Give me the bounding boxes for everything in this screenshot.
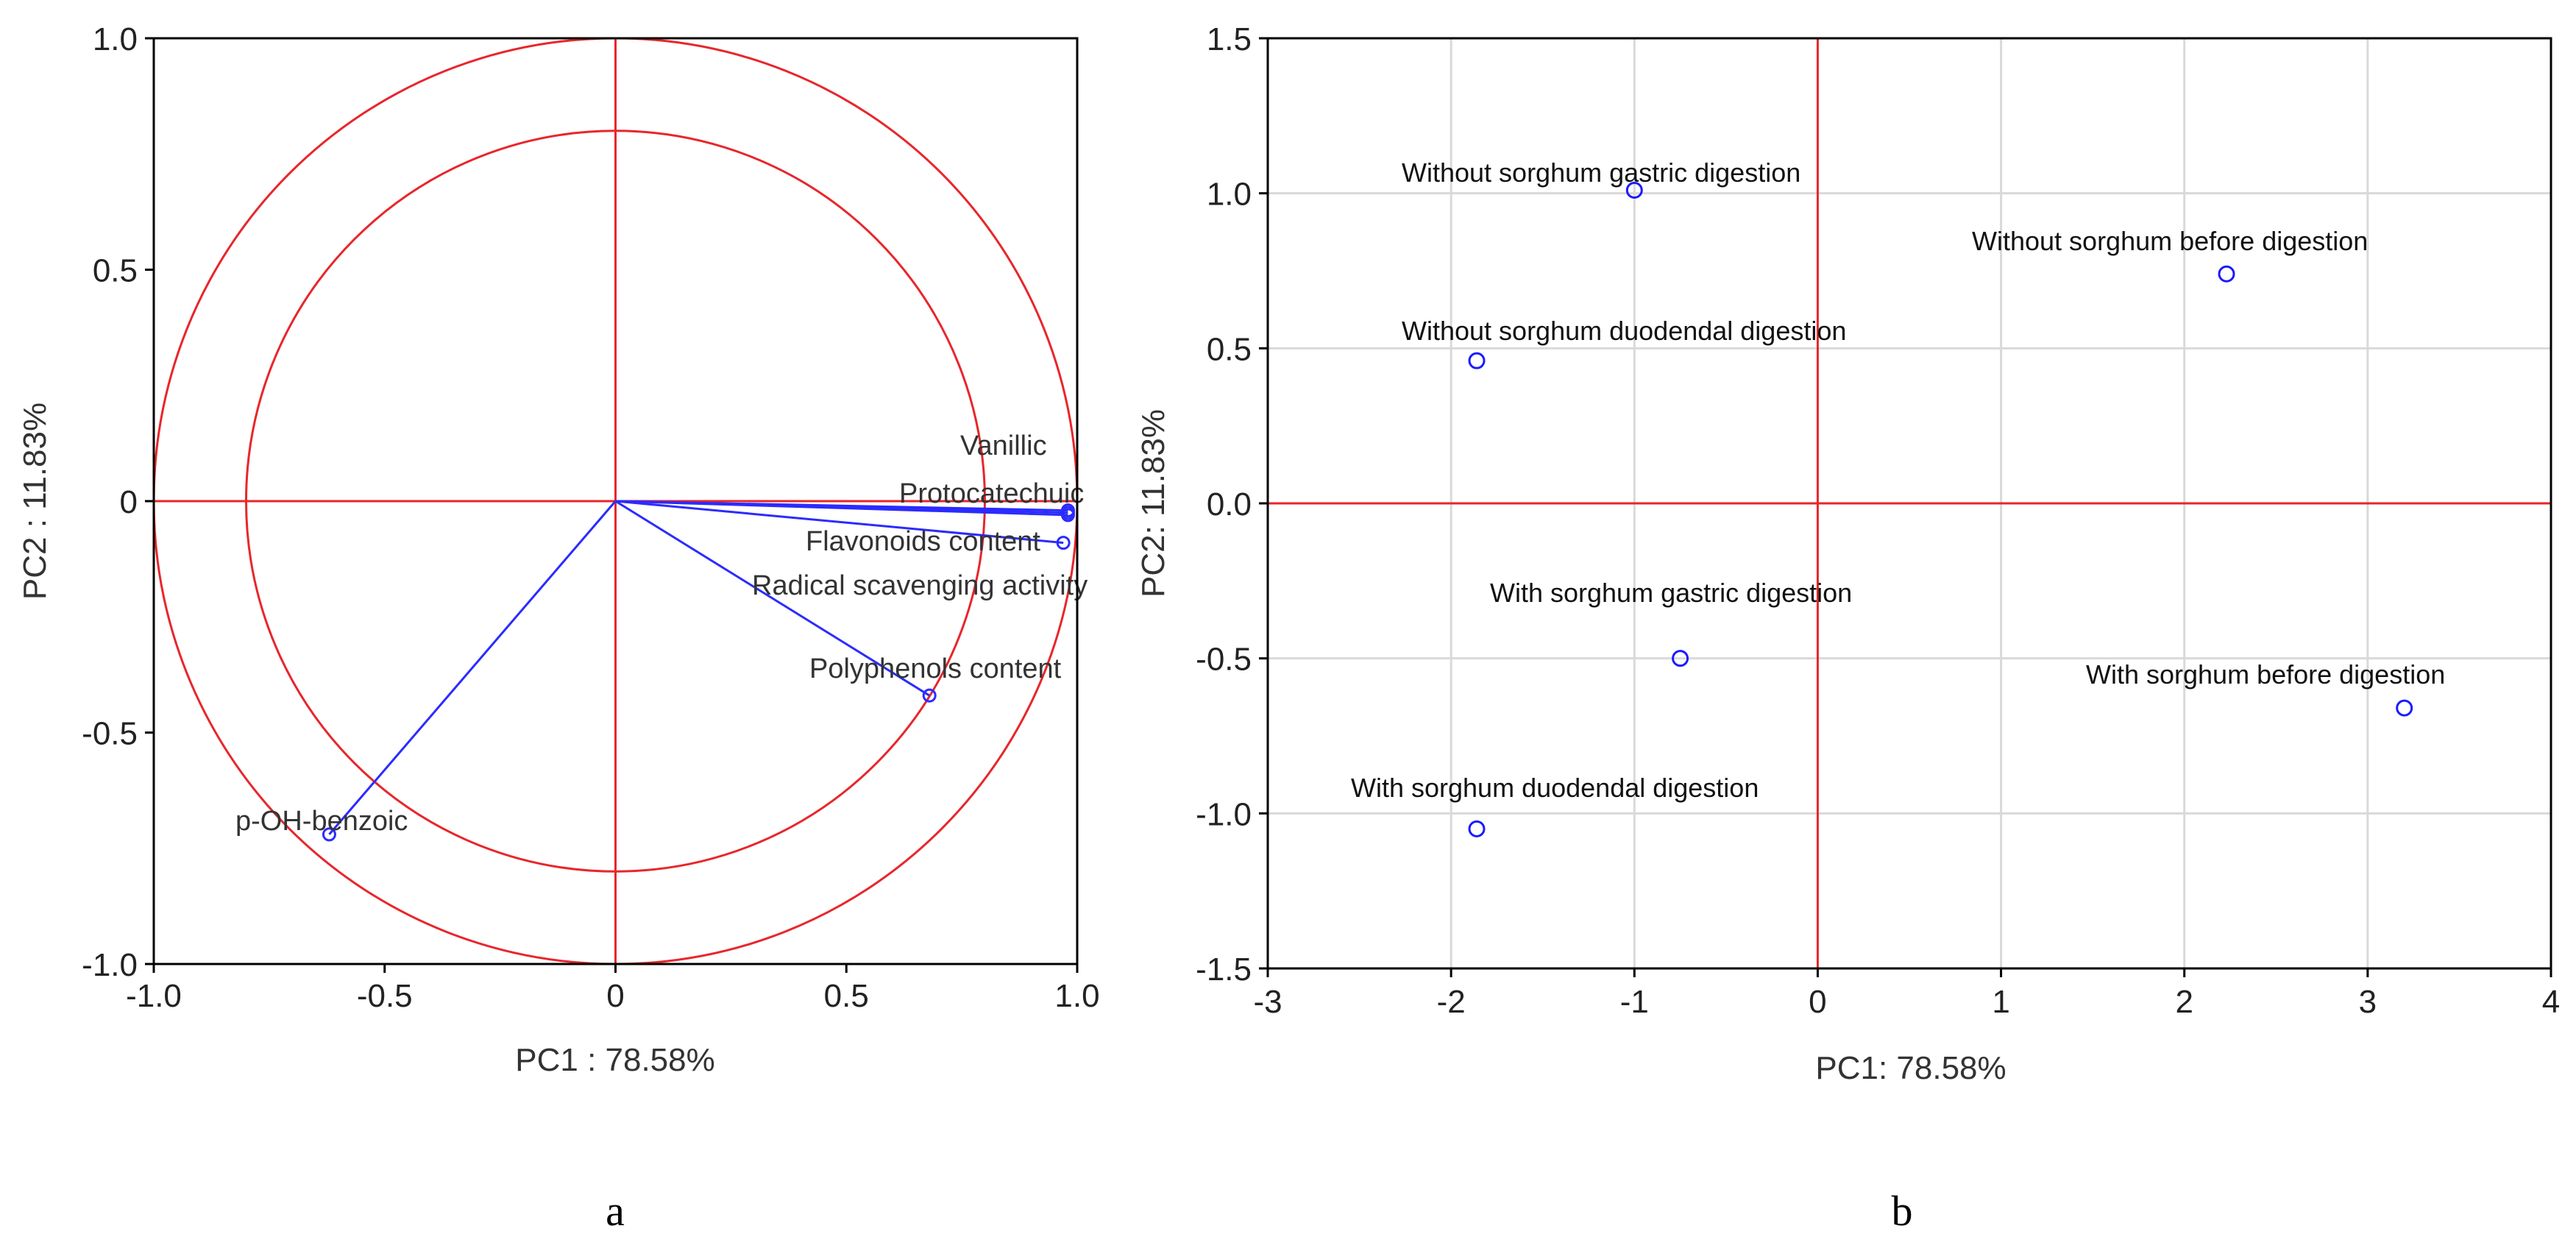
loading-marker (322, 827, 336, 842)
y-tick-label: -1.0 (1196, 796, 1252, 832)
score-point (1672, 650, 1689, 667)
y-tick-label: 0.5 (1207, 331, 1252, 367)
y-tick-label: 0.5 (93, 253, 138, 289)
loading-vector (328, 500, 617, 835)
x-tick-label: 3 (2359, 984, 2377, 1020)
loading-vector (615, 500, 1064, 545)
y-tick-label: 1.0 (1207, 177, 1252, 213)
x-tick-label: -3 (1253, 984, 1282, 1020)
y-tick-label: 1.5 (1207, 21, 1252, 57)
variable-label: Polyphenols content (809, 653, 1062, 684)
loading-vector (614, 500, 930, 697)
y-tick-label: 1.0 (93, 21, 138, 57)
x-tick-label: -0.5 (357, 978, 413, 1014)
loading-marker (1056, 536, 1071, 550)
loading-marker (922, 688, 937, 703)
y-tick-label: 0 (120, 484, 138, 520)
panel-label-b: b (1892, 1187, 1913, 1235)
y-axis-title: PC2: 11.83% (1135, 409, 1171, 598)
observation-label: Without sorghum before digestion (1972, 226, 2368, 256)
observation-label: Without sorghum duodendal digestion (1402, 316, 1846, 346)
score-point (1625, 181, 1643, 199)
panel-b-score-plot: Without sorghum gastric digestion Without… (1135, 21, 2560, 1235)
y-tick-label: -1.0 (82, 947, 138, 983)
score-point (1468, 820, 1486, 837)
y-tick-label: -1.5 (1196, 951, 1252, 988)
x-tick-label: 0 (1809, 984, 1826, 1020)
x-tick-label: -2 (1437, 984, 1466, 1020)
x-tick-label: 0 (606, 978, 624, 1014)
score-point (1468, 352, 1486, 369)
score-point (2218, 265, 2235, 283)
x-tick-label: 1 (1992, 984, 2009, 1020)
observation-label: With sorghum before digestion (2086, 659, 2445, 690)
observation-label: With sorghum gastric digestion (1490, 578, 1852, 608)
x-tick-label: 4 (2542, 984, 2560, 1020)
observation-label: With sorghum duodendal digestion (1351, 773, 1759, 803)
variable-label: Radical scavenging activity (752, 570, 1087, 601)
y-tick-label: -0.5 (82, 716, 138, 752)
panel-label-a: a (606, 1187, 625, 1235)
x-tick-label: 0.5 (824, 978, 869, 1014)
variable-label: Protocatechuic (899, 478, 1084, 509)
y-tick-label: 0.0 (1207, 486, 1252, 522)
x-tick-label: -1.0 (126, 978, 182, 1014)
variable-label: Vanillic (960, 430, 1047, 461)
y-tick-label: -0.5 (1196, 642, 1252, 678)
score-point (2396, 699, 2413, 717)
observation-label: Without sorghum gastric digestion (1402, 157, 1800, 188)
x-axis-title: PC1 : 78.58% (515, 1042, 715, 1078)
x-tick-label: -1 (1620, 984, 1649, 1020)
variable-label: Flavonoids content (806, 526, 1040, 557)
x-tick-label: 2 (2175, 984, 2193, 1020)
variable-label: p-OH-benzoic (235, 806, 408, 837)
y-axis-title: PC2 : 11.83% (17, 403, 53, 600)
x-axis-title: PC1: 78.58% (1815, 1050, 2006, 1086)
x-tick-label: 1.0 (1054, 978, 1099, 1014)
panel-a-correlation-circle: Vanillic Protocatechuic Flavonoids content… (17, 21, 1100, 1235)
loading-marker (1060, 506, 1075, 520)
loading-vector (615, 500, 1068, 514)
